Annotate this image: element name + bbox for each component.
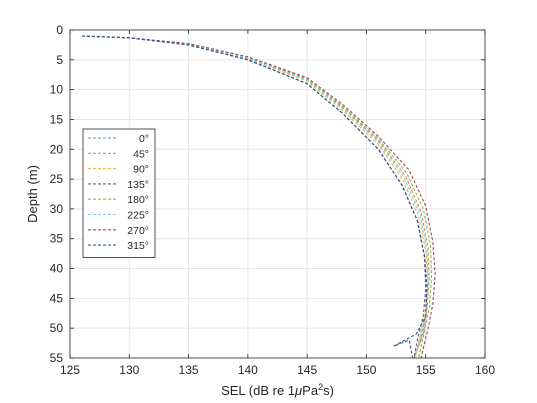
y-tick-label: 0 bbox=[56, 23, 63, 37]
x-tick-label: 135 bbox=[179, 363, 199, 377]
x-axis-label-unit: Pa bbox=[302, 383, 319, 398]
series-lines bbox=[81, 35, 436, 359]
y-tick-label: 15 bbox=[50, 112, 64, 126]
legend-label: 180° bbox=[127, 194, 149, 206]
x-tick-label: 160 bbox=[475, 363, 495, 377]
y-tick-label: 35 bbox=[50, 232, 64, 246]
legend: 0° 45° 90° 135° 180° 225° 270° 315° bbox=[82, 128, 156, 258]
x-tick-label: 150 bbox=[356, 363, 376, 377]
legend-label: 135° bbox=[127, 179, 149, 191]
x-tick-label: 130 bbox=[119, 363, 139, 377]
y-tick-label: 55 bbox=[50, 351, 64, 365]
y-tick-label: 50 bbox=[50, 321, 64, 335]
x-tick-label: 145 bbox=[297, 363, 317, 377]
legend-label: 315° bbox=[127, 240, 149, 252]
legend-label: 45° bbox=[133, 148, 149, 160]
x-axis-label-prefix: SEL (dB re 1 bbox=[221, 383, 295, 398]
y-tick-label: 45 bbox=[50, 291, 64, 305]
legend-box bbox=[82, 128, 156, 258]
y-tick-label: 30 bbox=[50, 202, 64, 216]
plot-frame bbox=[69, 29, 486, 359]
grid bbox=[69, 29, 486, 359]
x-tick-label: 155 bbox=[416, 363, 436, 377]
x-axis-label-suffix: s) bbox=[323, 383, 334, 398]
x-axis-label: SEL (dB re 1μPa2s) bbox=[221, 382, 334, 398]
legend-label: 90° bbox=[133, 164, 149, 176]
y-tick-label: 20 bbox=[50, 142, 64, 156]
y-tick-label: 5 bbox=[56, 53, 63, 67]
y-tick-label: 40 bbox=[50, 262, 64, 276]
x-tick-label: 125 bbox=[60, 363, 80, 377]
series-line-6 bbox=[81, 35, 436, 359]
legend-label: 225° bbox=[127, 210, 149, 222]
axis-ticks: 125 130 135 140 145 150 155 160 0 5 10 15 20 25 30 35 40… bbox=[50, 23, 496, 377]
series-line-7 bbox=[81, 35, 428, 359]
legend-items: 0° 45° 90° 135° 180° 225° 270° 315° bbox=[88, 133, 149, 252]
x-tick-label: 140 bbox=[238, 363, 258, 377]
x-axis-label-sup: 2 bbox=[318, 382, 323, 392]
y-axis-label: Depth (m) bbox=[25, 165, 40, 223]
y-tick-label: 25 bbox=[50, 172, 64, 186]
legend-label: 0° bbox=[139, 133, 149, 145]
legend-label: 270° bbox=[127, 225, 149, 237]
x-axis-label-mu: μ bbox=[294, 383, 302, 398]
y-tick-label: 10 bbox=[50, 83, 64, 97]
